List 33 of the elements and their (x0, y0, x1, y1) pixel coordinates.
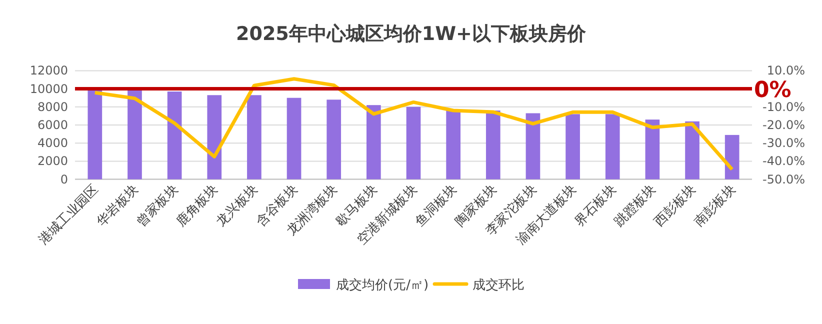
y-tick-label: 8000 (37, 100, 68, 114)
bar (605, 114, 620, 180)
bar (645, 120, 660, 180)
bar (526, 113, 540, 180)
y-tick-label: 0 (60, 172, 68, 186)
bar (286, 98, 302, 180)
bar (724, 134, 740, 180)
bar (326, 100, 342, 180)
bar (685, 121, 700, 180)
y2-tick-label: -20.0% (762, 118, 805, 132)
bar (366, 105, 381, 180)
bar (167, 92, 182, 180)
y-tick-label: 4000 (37, 136, 68, 150)
bar (446, 110, 460, 180)
bar (247, 95, 262, 180)
y2-tick-label: -40.0% (762, 154, 805, 168)
line-series (93, 77, 734, 172)
bar (128, 88, 142, 180)
y2-tick-label: -50.0% (762, 172, 805, 186)
bar (406, 106, 421, 180)
legend-label: 成交均价(元/㎡) (336, 277, 429, 293)
legend-label: 成交环比 (472, 277, 525, 293)
y2-tick-label: -30.0% (762, 136, 805, 150)
bar (207, 95, 222, 180)
chart-title: 2025年中心城区均价1W+以下板块房价 (236, 23, 587, 45)
y-tick-label: 12000 (30, 64, 68, 78)
y-tick-label: 2000 (37, 154, 68, 168)
y-tick-label: 10000 (30, 82, 68, 96)
y-tick-label: 6000 (37, 118, 68, 132)
bar (486, 110, 500, 180)
bar (88, 88, 102, 180)
y2-tick-label: 10.0% (766, 64, 805, 78)
bar (566, 114, 580, 180)
